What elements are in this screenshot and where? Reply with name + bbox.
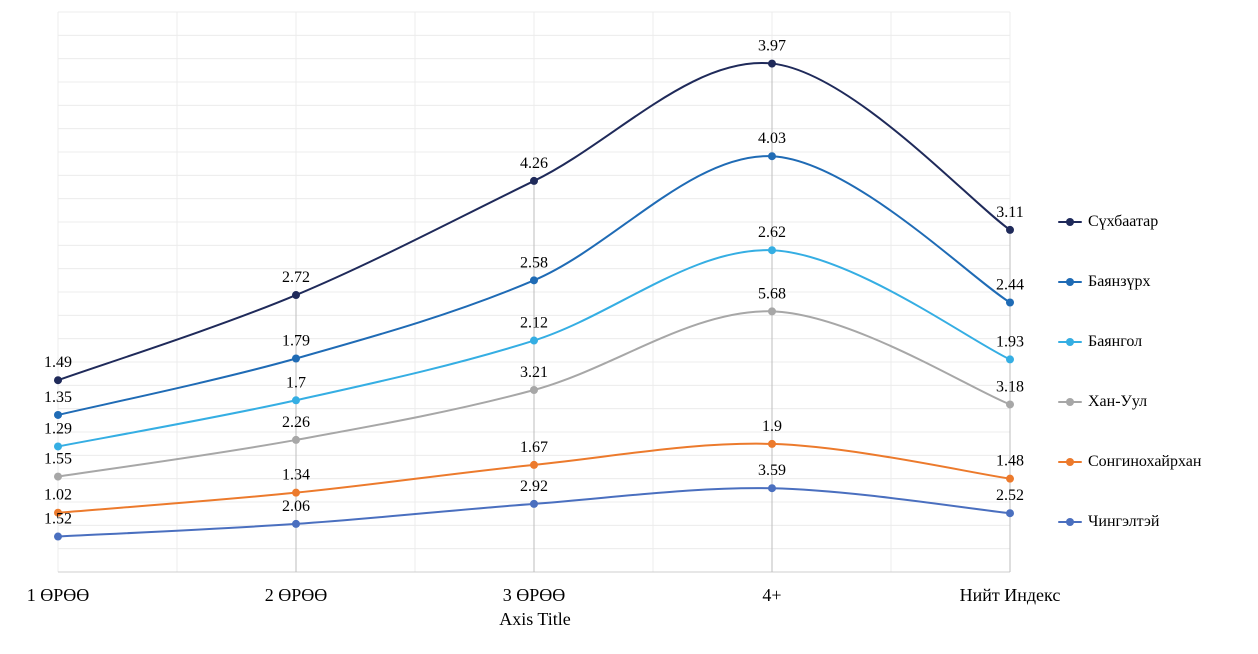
- data-label: 2.72: [282, 269, 310, 286]
- series-point: [768, 484, 776, 493]
- data-label: 2.44: [996, 277, 1024, 294]
- series-point: [292, 488, 300, 497]
- x-axis-title: Axis Title: [499, 609, 571, 629]
- x-tick-label: 3 ӨРӨӨ: [503, 585, 566, 605]
- series-point: [54, 410, 62, 419]
- data-label: 2.06: [282, 498, 310, 515]
- legend-item-bayangol: Баянгол: [1058, 330, 1142, 354]
- series-point: [292, 435, 300, 444]
- legend-label: Чингэлтэй: [1088, 513, 1160, 530]
- legend-dot: [1066, 338, 1074, 346]
- legend-dot: [1066, 218, 1074, 226]
- series-point: [1006, 225, 1014, 234]
- legend-item-songinokhairkhan: Сонгинохайрхан: [1058, 450, 1201, 474]
- series-point: [530, 176, 538, 185]
- data-label: 3.11: [996, 204, 1023, 221]
- series-point: [1006, 298, 1014, 307]
- data-label: 1.9: [762, 418, 782, 435]
- data-label: 3.97: [758, 38, 786, 55]
- data-label: 2.52: [996, 487, 1024, 504]
- data-label: 2.26: [282, 414, 310, 431]
- series-point: [530, 336, 538, 345]
- data-label: 1.49: [44, 354, 72, 371]
- data-label: 1.48: [996, 453, 1024, 470]
- series-point: [54, 508, 62, 517]
- legend-label: Баянгол: [1088, 333, 1143, 350]
- data-label: 3.21: [520, 364, 548, 381]
- data-label: 2.92: [520, 478, 548, 495]
- x-tick-label: Нийт Индекс: [960, 585, 1061, 605]
- data-label: 1.35: [44, 389, 72, 406]
- series-point: [54, 472, 62, 481]
- data-label: 5.68: [758, 285, 786, 302]
- series-point: [292, 396, 300, 405]
- series-point: [768, 59, 776, 68]
- data-label: 1.29: [44, 420, 72, 437]
- data-label: 1.55: [44, 451, 72, 468]
- data-label: 4.03: [758, 130, 786, 147]
- legend-marker: [1058, 390, 1082, 414]
- data-label: 3.18: [996, 378, 1024, 395]
- data-label: 3.59: [758, 462, 786, 479]
- series-point: [1006, 355, 1014, 364]
- data-label: 1.34: [282, 467, 310, 484]
- data-label: 2.62: [758, 224, 786, 241]
- series-point: [1006, 400, 1014, 409]
- series-point: [292, 519, 300, 528]
- legend-marker: [1058, 510, 1082, 534]
- legend-dot: [1066, 458, 1074, 466]
- legend-marker: [1058, 330, 1082, 354]
- data-labels-group: 1.52 2.06 2.92 3.59 2.52 1.02 1.34 1.67 1.9 1.48 1…: [44, 38, 1024, 528]
- x-tick-label: 1 ӨРӨӨ: [27, 585, 90, 605]
- x-axis: 1 ӨРӨӨ 2 ӨРӨӨ 3 ӨРӨӨ 4+ Нийт Индекс: [27, 585, 1061, 605]
- data-label: 1.93: [996, 333, 1024, 350]
- series-point: [768, 246, 776, 255]
- series-group: [54, 59, 1014, 541]
- legend-label: Баянзүрх: [1088, 273, 1151, 290]
- series-point: [530, 386, 538, 394]
- legend-marker: [1058, 210, 1082, 234]
- data-label: 2.58: [520, 254, 548, 271]
- legend-marker: [1058, 270, 1082, 294]
- x-tick-label: 4+: [762, 585, 781, 605]
- series-point: [54, 442, 62, 451]
- legend-dot: [1066, 518, 1074, 526]
- x-tick-label: 2 ӨРӨӨ: [265, 585, 328, 605]
- legend: Сүхбаатар Баянзүрх Баянгол Хан-Уул Сонги…: [1058, 210, 1248, 540]
- series-point: [768, 152, 776, 161]
- data-label: 1.67: [520, 439, 548, 456]
- legend-item-chingeltei: Чингэлтэй: [1058, 510, 1159, 534]
- legend-label: Сонгинохайрхан: [1088, 453, 1202, 470]
- series-point: [54, 532, 62, 541]
- series-point: [768, 307, 776, 316]
- data-label: 4.26: [520, 155, 548, 172]
- series-point: [292, 354, 300, 363]
- series-point: [54, 376, 62, 385]
- data-label: 1.79: [282, 333, 310, 350]
- data-label: 1.7: [286, 374, 306, 391]
- legend-label: Сүхбаатар: [1088, 213, 1159, 230]
- legend-dot: [1066, 398, 1074, 406]
- series-point: [768, 439, 776, 448]
- legend-item-khan-uul: Хан-Уул: [1058, 390, 1147, 414]
- series-line: [57, 155, 1011, 416]
- series-point: [530, 276, 538, 285]
- legend-item-bayanzurkh: Баянзүрх: [1058, 270, 1151, 294]
- data-label: 2.12: [520, 315, 548, 332]
- series-point: [530, 499, 538, 508]
- legend-item-sukhbaatar: Сүхбаатар: [1058, 210, 1158, 234]
- legend-dot: [1066, 278, 1074, 286]
- series-point: [1006, 474, 1014, 483]
- series-point: [530, 460, 538, 469]
- legend-label: Хан-Уул: [1088, 393, 1148, 410]
- legend-marker: [1058, 450, 1082, 474]
- data-label: 1.02: [44, 487, 72, 504]
- series-point: [1006, 509, 1014, 518]
- series-point: [292, 291, 300, 300]
- data-label: 1.52: [44, 511, 72, 528]
